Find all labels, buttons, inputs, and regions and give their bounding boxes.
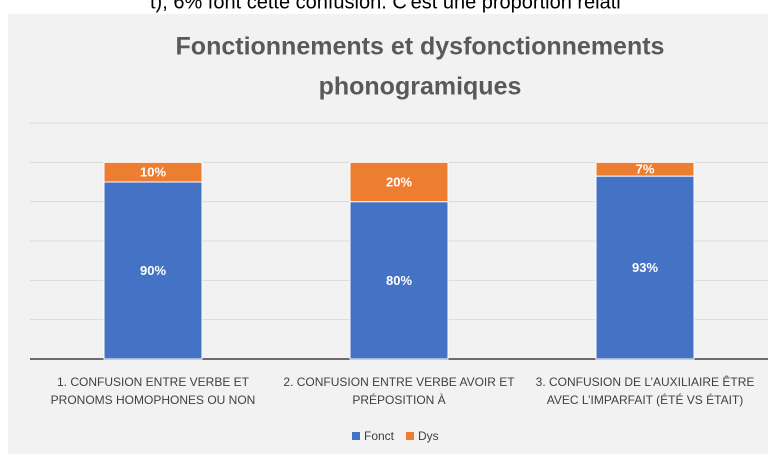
chart-title: Fonctionnements et dysfonctionnements [176, 33, 665, 61]
context-text: t), 6% font cette confusion. C'est une p… [150, 0, 621, 13]
legend-swatch [406, 432, 415, 440]
data-label: 10% [140, 165, 166, 180]
data-label: 20% [386, 174, 412, 189]
data-label: 7% [636, 162, 655, 177]
data-label: 93% [632, 260, 658, 275]
bar-segment [595, 175, 695, 360]
bar-segment [103, 161, 203, 183]
legend-label: Fonct [364, 429, 395, 443]
legend-swatch [352, 432, 360, 440]
x-tick-label: 2. CONFUSION ENTRE VERBE AVOIR ET PRÉPOSI… [283, 375, 515, 407]
legend-label: Dys [418, 429, 439, 443]
bar-segment [349, 161, 449, 203]
bar-segment [595, 161, 695, 177]
chart-title: phonogramiques [319, 73, 522, 101]
data-label: 90% [140, 263, 166, 278]
x-tick-label: 3. CONFUSION DE L’AUXILIAIRE ÊTRE AVEC L’… [536, 374, 755, 407]
x-tick-label: 1. CONFUSION ENTRE VERBE ET PRONOMS HOMOP… [51, 375, 256, 407]
data-label: 80% [386, 273, 412, 288]
